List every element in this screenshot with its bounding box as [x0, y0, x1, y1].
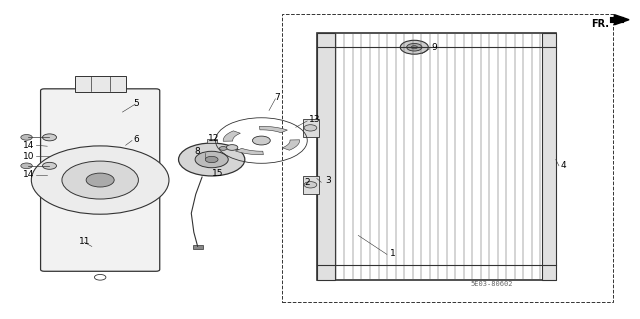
Text: 5E03-80602: 5E03-80602	[471, 281, 513, 287]
Text: 15: 15	[212, 169, 223, 178]
Bar	[282, 14, 613, 302]
Circle shape	[227, 145, 238, 150]
Circle shape	[21, 163, 32, 169]
Text: 2: 2	[304, 178, 310, 187]
Bar	[303, 119, 319, 137]
Text: 3: 3	[325, 175, 331, 185]
Circle shape	[400, 40, 428, 54]
Polygon shape	[614, 15, 629, 25]
Text: 1: 1	[390, 249, 396, 258]
Bar	[317, 33, 335, 280]
Bar	[303, 176, 319, 194]
Bar	[207, 139, 217, 143]
Circle shape	[21, 135, 32, 140]
Text: 12: 12	[208, 134, 220, 144]
Text: 4: 4	[561, 161, 566, 170]
Text: 5: 5	[134, 99, 140, 108]
Circle shape	[406, 43, 422, 51]
Circle shape	[195, 151, 228, 168]
Circle shape	[31, 146, 169, 214]
Circle shape	[252, 136, 270, 145]
Polygon shape	[236, 148, 263, 155]
FancyBboxPatch shape	[40, 89, 160, 271]
Text: 7: 7	[274, 93, 280, 102]
Bar	[541, 33, 556, 280]
Text: 9: 9	[431, 43, 437, 52]
Circle shape	[304, 182, 317, 188]
Bar	[75, 77, 125, 92]
Text: 13: 13	[308, 115, 320, 124]
Text: 14: 14	[23, 170, 35, 179]
Circle shape	[205, 156, 218, 163]
Circle shape	[62, 161, 138, 199]
Circle shape	[220, 146, 227, 150]
Circle shape	[42, 134, 56, 141]
Text: 14: 14	[23, 141, 35, 150]
Circle shape	[42, 162, 56, 169]
Text: 8: 8	[195, 147, 200, 156]
Circle shape	[179, 143, 245, 176]
Text: FR.: FR.	[591, 19, 609, 28]
Polygon shape	[259, 126, 287, 133]
Circle shape	[304, 125, 317, 131]
Circle shape	[86, 173, 114, 187]
Text: 10: 10	[23, 152, 35, 161]
Text: 11: 11	[79, 237, 90, 246]
Text: 6: 6	[133, 135, 139, 144]
Polygon shape	[282, 140, 300, 150]
Circle shape	[411, 46, 417, 49]
Bar	[610, 17, 624, 23]
Bar	[317, 33, 556, 280]
Polygon shape	[223, 131, 241, 141]
Bar	[193, 245, 203, 249]
Polygon shape	[613, 17, 629, 23]
